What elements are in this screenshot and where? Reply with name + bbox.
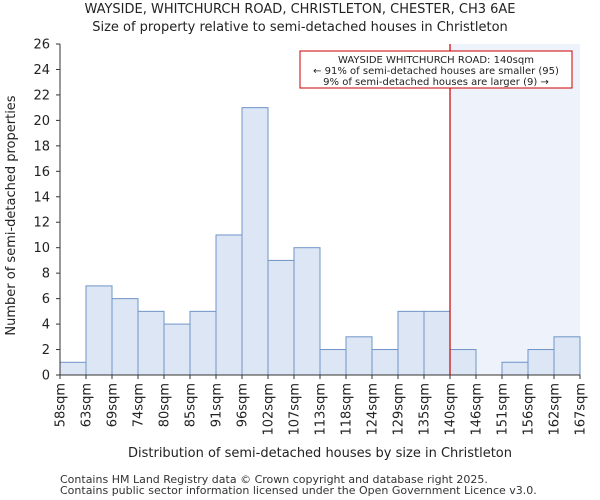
- x-tick-label: 162sqm: [548, 383, 563, 436]
- y-axis-title: Number of semi-detached properties: [4, 95, 19, 335]
- bar-118sqm: [345, 336, 373, 376]
- x-tick-label: 107sqm: [288, 383, 303, 436]
- y-tick-label: 4: [42, 318, 50, 333]
- x-tick-label: 91sqm: [210, 383, 225, 427]
- chart-subtitle: Size of property relative to semi-detach…: [92, 20, 508, 35]
- annotation-box: [299, 50, 573, 89]
- annotation-line3: 9% of semi-detached houses are larger (9…: [323, 77, 549, 88]
- x-tick-label: 146sqm: [470, 383, 485, 436]
- x-tick-label: 129sqm: [392, 383, 407, 436]
- x-tick-label: 124sqm: [366, 383, 381, 436]
- bar-140sqm: [449, 349, 477, 376]
- bar-91sqm: [215, 234, 243, 376]
- y-tick-label: 26: [33, 38, 50, 53]
- x-tick-label: 58sqm: [54, 383, 69, 427]
- x-tick-label: 69sqm: [106, 383, 121, 427]
- bar-102sqm: [267, 259, 295, 376]
- y-tick-label: 20: [33, 114, 50, 129]
- y-tick-label: 22: [33, 88, 50, 103]
- x-tick-label: 96sqm: [236, 383, 251, 427]
- y-tick-label: 18: [33, 139, 50, 154]
- y-tick-label: 8: [42, 267, 50, 282]
- bar-162sqm: [553, 336, 581, 376]
- bar-63sqm: [85, 285, 113, 376]
- x-tick-label: 156sqm: [522, 383, 537, 436]
- bar-135sqm: [423, 310, 451, 376]
- y-tick-label: 2: [42, 343, 50, 358]
- bar-107sqm: [293, 247, 321, 376]
- bar-113sqm: [319, 349, 347, 376]
- x-tick-label: 85sqm: [184, 383, 199, 427]
- x-tick-label: 151sqm: [496, 383, 511, 436]
- y-tick-label: 16: [33, 165, 50, 180]
- bar-58sqm: [59, 361, 87, 376]
- bar-80sqm: [163, 323, 191, 376]
- footer-copyright: Contains HM Land Registry data © Crown c…: [60, 473, 488, 486]
- bar-74sqm: [137, 310, 165, 376]
- x-tick-label: 102sqm: [262, 383, 277, 436]
- y-tick-label: 24: [33, 63, 50, 78]
- footer-licence: Contains public sector information licen…: [60, 484, 537, 497]
- bar-156sqm: [527, 349, 555, 376]
- bar-151sqm: [501, 361, 529, 376]
- bar-85sqm: [189, 310, 217, 376]
- bar-96sqm: [241, 107, 269, 376]
- x-axis-title: Distribution of semi-detached houses by …: [128, 446, 512, 461]
- larger-region-shade: [450, 44, 580, 375]
- y-tick-label: 10: [33, 241, 50, 256]
- x-tick-label: 140sqm: [444, 383, 459, 436]
- x-tick-label: 80sqm: [158, 383, 173, 427]
- x-tick-label: 118sqm: [340, 383, 355, 436]
- bar-124sqm: [371, 349, 399, 376]
- x-tick-label: 63sqm: [80, 383, 95, 427]
- annotation-line2: ← 91% of semi-detached houses are smalle…: [313, 66, 559, 77]
- bar-69sqm: [111, 298, 139, 376]
- bar-129sqm: [397, 310, 425, 376]
- y-tick-label: 0: [42, 369, 50, 384]
- x-tick-label: 113sqm: [314, 383, 329, 436]
- x-tick-label: 135sqm: [418, 383, 433, 436]
- x-tick-label: 167sqm: [574, 383, 589, 436]
- y-tick-label: 6: [42, 292, 50, 307]
- x-tick-label: 74sqm: [132, 383, 147, 427]
- y-tick-label: 12: [33, 216, 50, 231]
- annotation-line1: WAYSIDE WHITCHURCH ROAD: 140sqm: [338, 55, 534, 66]
- y-tick-label: 14: [33, 190, 50, 205]
- chart-title: WAYSIDE, WHITCHURCH ROAD, CHRISTLETON, C…: [84, 2, 516, 17]
